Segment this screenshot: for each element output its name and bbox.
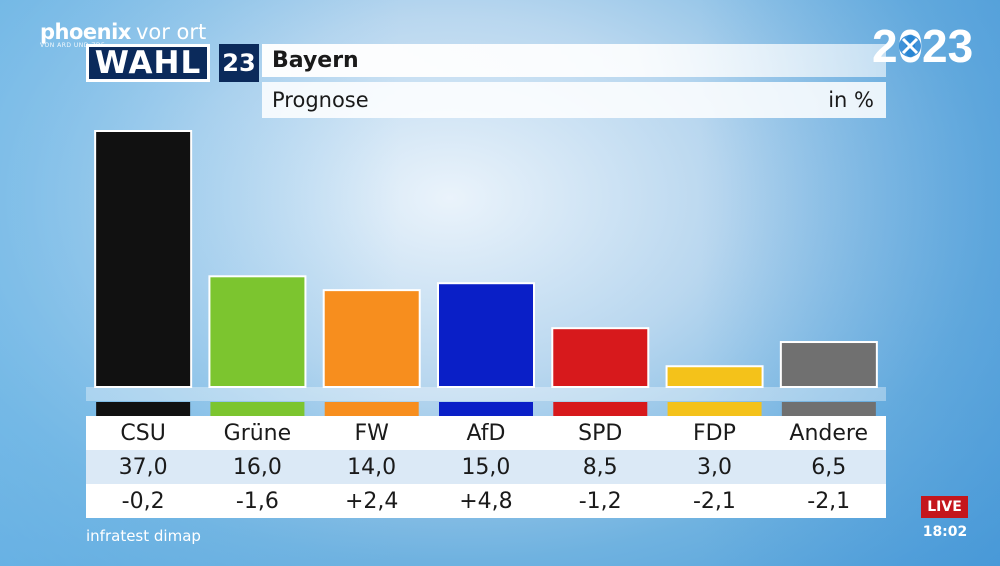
- value-label-andere: 6,5: [811, 454, 847, 480]
- year-logo: 20 23: [872, 20, 972, 70]
- diff-label-andere: -2,1: [807, 488, 851, 514]
- bar-fw: [322, 289, 421, 388]
- diff-label-grüne: -1,6: [235, 488, 279, 514]
- color-strip-andere: [781, 402, 876, 416]
- forecast-label: Prognose: [272, 88, 369, 112]
- bar-csu: [94, 130, 193, 388]
- party-label-fdp: FDP: [693, 420, 736, 446]
- wahl-badge: WAHL: [86, 44, 210, 82]
- value-label-csu: 37,0: [118, 454, 168, 480]
- live-badge: LIVE: [921, 496, 968, 518]
- party-label-afd: AfD: [466, 420, 506, 446]
- ballot-cross-icon: [899, 35, 921, 57]
- bar-grüne: [208, 275, 307, 389]
- color-strip-afd: [439, 402, 533, 416]
- diff-label-fdp: -2,1: [692, 488, 736, 514]
- color-strip-grüne: [210, 402, 305, 416]
- color-strip-fdp: [667, 402, 762, 416]
- clock: 18:02: [922, 524, 968, 540]
- value-label-grüne: 16,0: [232, 454, 282, 480]
- unit-label: in %: [828, 88, 874, 112]
- channel-brand: phoenix: [40, 20, 131, 44]
- chart-baseline: [86, 387, 886, 401]
- data-source: infratest dimap: [86, 527, 201, 545]
- bar-spd: [551, 327, 650, 388]
- party-label-spd: SPD: [578, 420, 623, 446]
- diff-label-afd: +4,8: [459, 488, 513, 514]
- color-strip-spd: [553, 402, 648, 416]
- bar-afd: [437, 282, 535, 388]
- channel-logo: phoenix vor ort VON ARD UND ZDF: [40, 20, 206, 49]
- party-label-andere: Andere: [789, 420, 869, 446]
- channel-brand-suffix: vor ort: [135, 20, 207, 44]
- year-logo-right: 23: [922, 20, 972, 70]
- diff-label-fw: +2,4: [344, 488, 399, 514]
- region-title: Bayern: [272, 48, 359, 73]
- party-diff-row: -0,2 -1,6 +2,4 +4,8 -1,2 -2,1 -2,1: [86, 484, 886, 518]
- bar-andere: [779, 341, 878, 389]
- value-label-spd: 8,5: [582, 454, 618, 480]
- diff-label-csu: -0,2: [121, 488, 165, 514]
- party-label-fw: FW: [354, 420, 389, 446]
- value-label-afd: 15,0: [461, 454, 511, 480]
- channel-tagline: VON ARD UND ZDF: [40, 42, 106, 49]
- page-title: Bayern: [262, 44, 886, 77]
- party-name-row: CSU Grüne FW AfD SPD FDP Andere: [86, 416, 886, 450]
- bar-fdp: [665, 365, 764, 389]
- party-label-csu: CSU: [120, 420, 166, 446]
- color-strip-fw: [324, 402, 419, 416]
- diff-label-spd: -1,2: [578, 488, 622, 514]
- subtitle-bar: Prognose in %: [262, 82, 886, 118]
- party-value-row: 37,0 16,0 14,0 15,0 8,5 3,0 6,5: [86, 450, 886, 484]
- color-strip-csu: [96, 402, 191, 416]
- party-label-grüne: Grüne: [223, 420, 292, 446]
- wahl-number-badge: 23: [219, 44, 259, 82]
- value-label-fw: 14,0: [347, 454, 397, 480]
- value-label-fdp: 3,0: [696, 454, 732, 480]
